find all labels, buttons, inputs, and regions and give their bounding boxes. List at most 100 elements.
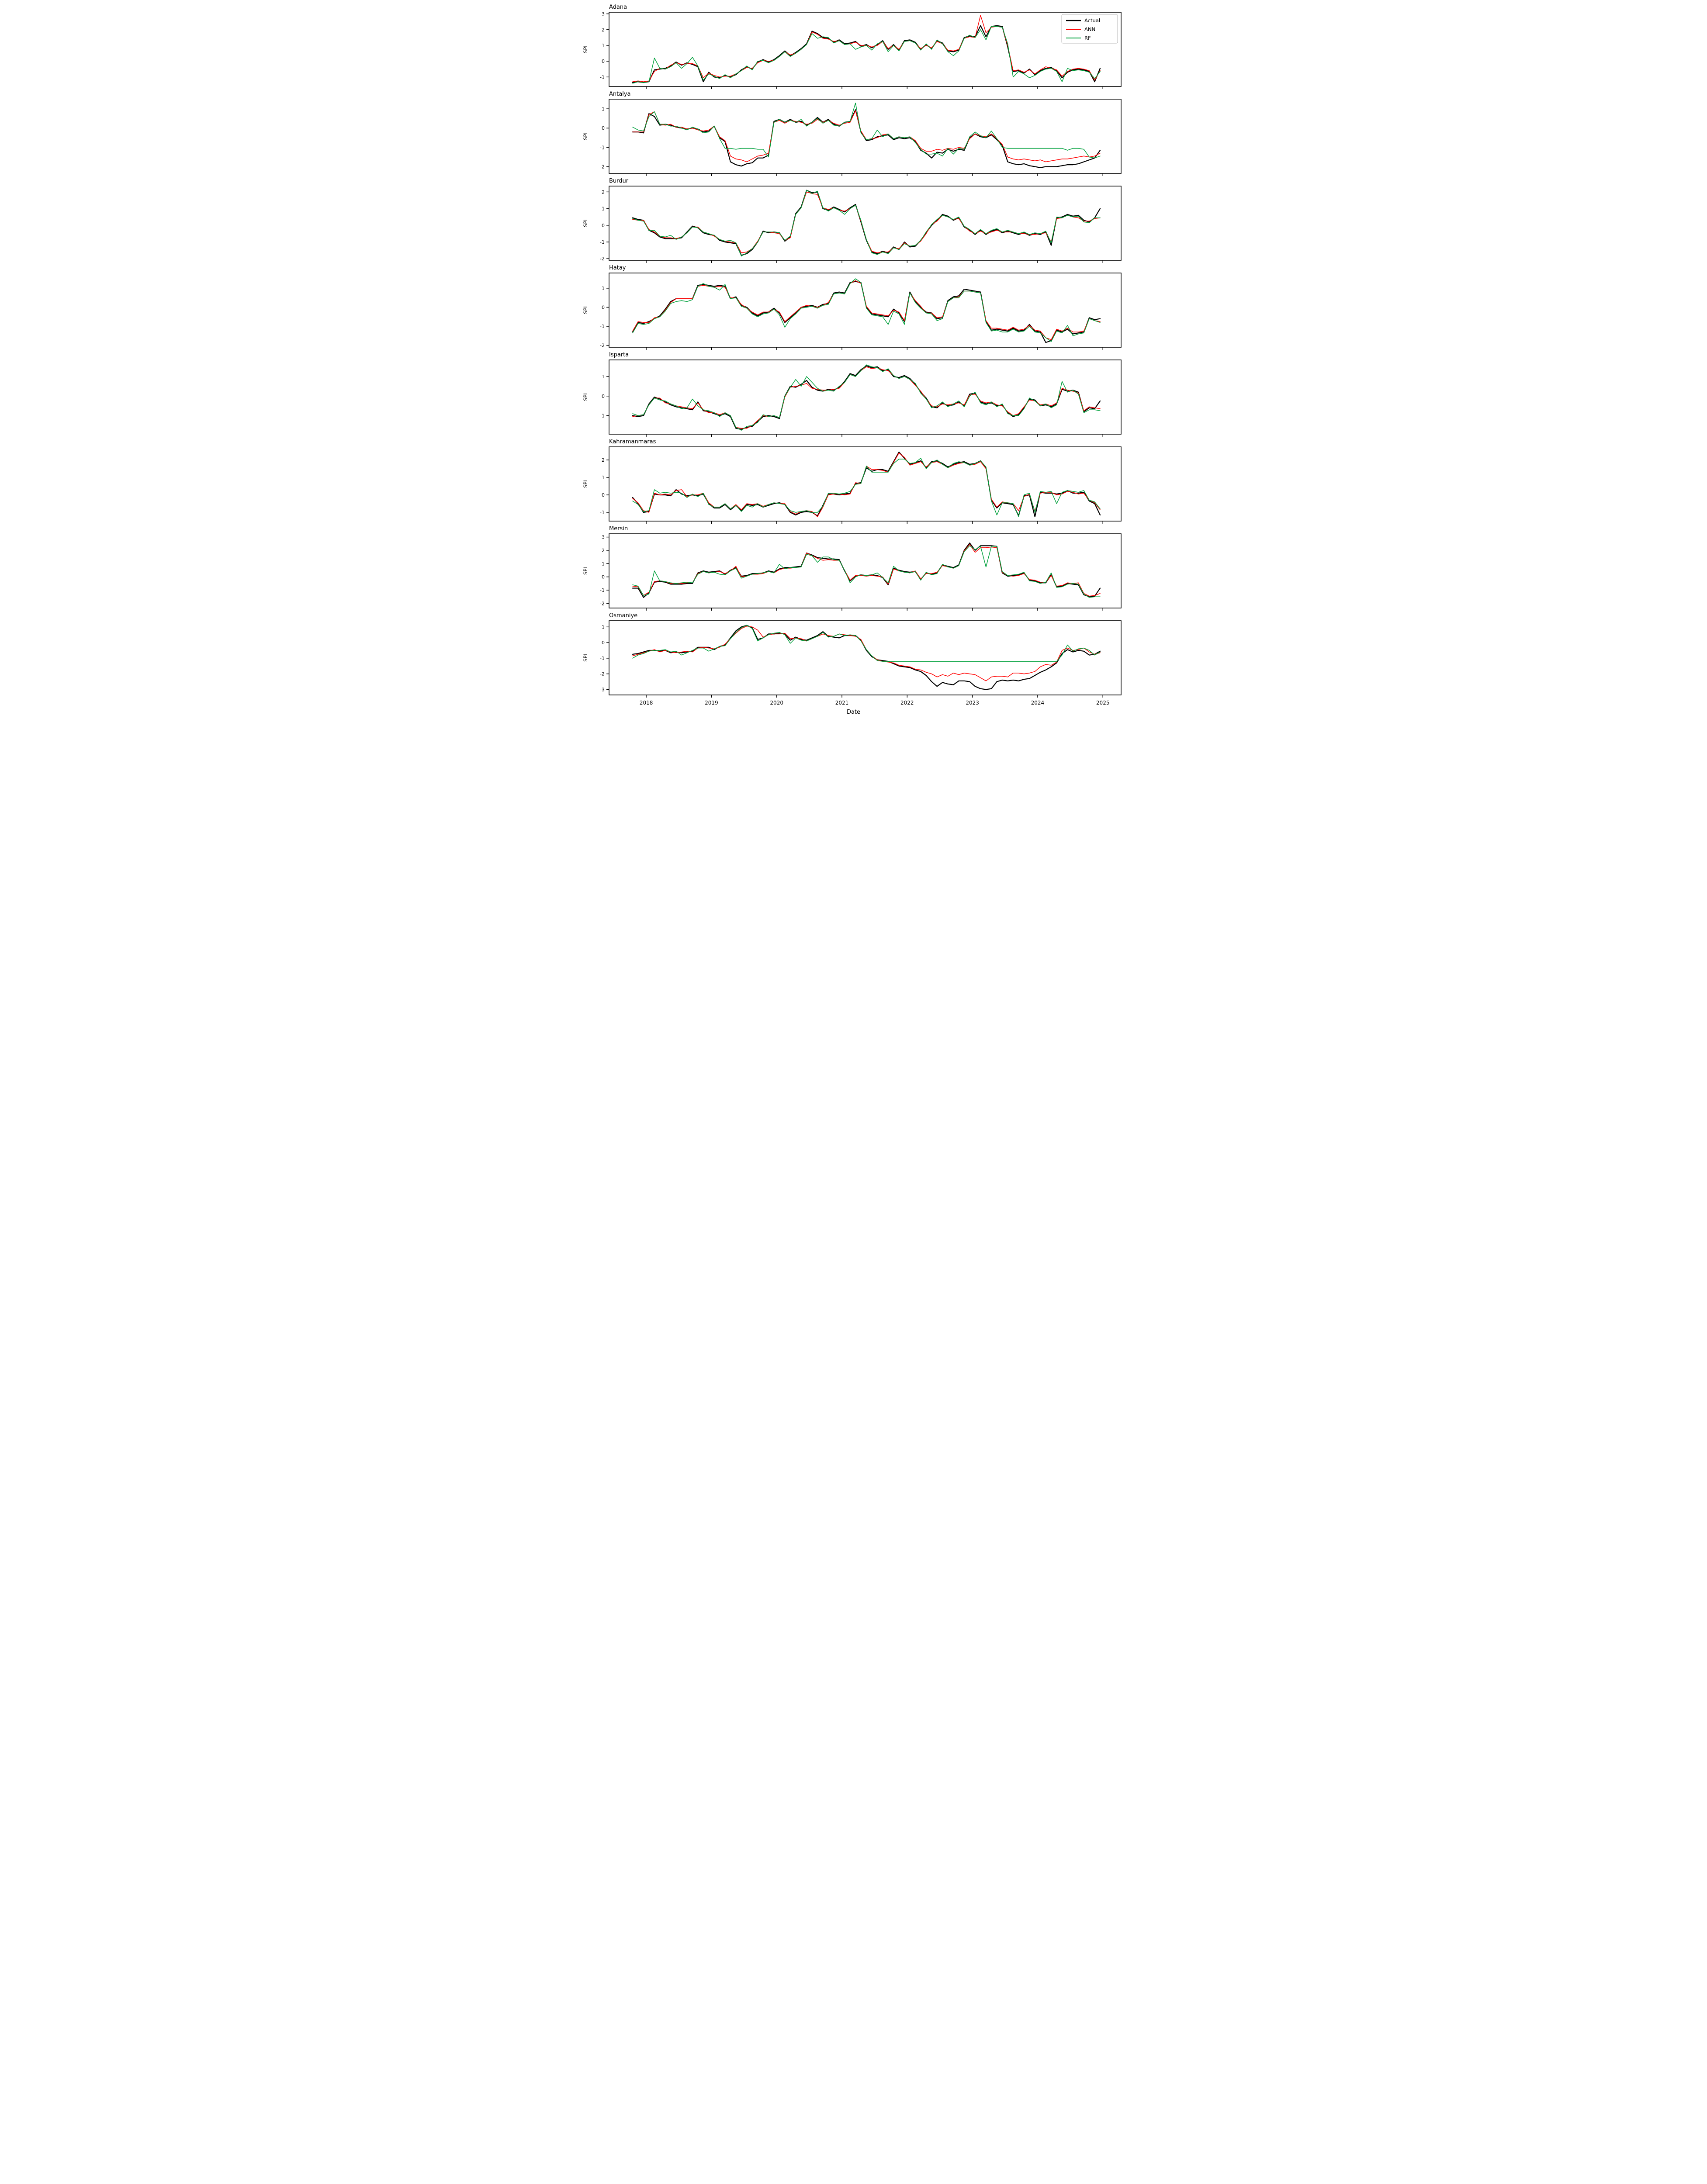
chart-hatay: Hatay 1 0 -1 -2 SPI <box>582 265 1122 350</box>
chart-mersin: Mersin 3 2 1 0 -1 -2 SPI <box>582 525 1122 611</box>
y-tick-label: 0 <box>602 59 605 64</box>
y-tick-label: 1 <box>602 206 605 212</box>
legend-label-ann: ANN <box>1084 26 1095 32</box>
panel-title: Antalya <box>609 91 630 97</box>
y-tick-label: 0 <box>602 640 605 646</box>
series-line-rf <box>632 190 1101 257</box>
plot-area <box>608 186 1122 261</box>
series-line-rf <box>632 278 1101 342</box>
legend-label-rf: RF <box>1084 35 1091 41</box>
x-tick-label: 2021 <box>835 700 848 706</box>
series-line-rf <box>632 26 1101 84</box>
y-tick-label: -2 <box>600 164 605 170</box>
y-tick-label: 1 <box>602 475 605 480</box>
y-tick-label: 0 <box>602 125 605 131</box>
series-line-rf <box>632 364 1101 431</box>
y-axis-label: SPI <box>582 654 589 662</box>
chart-burdur: Burdur 2 1 0 -1 -2 SPI <box>582 178 1122 263</box>
panel-osmaniye: Osmaniye 1 0 -1 -2 -3 SPI 2018 2019 2020 2021 2022 2… <box>580 611 1127 708</box>
x-tick-label: 2022 <box>900 700 914 706</box>
x-tick-label: 2024 <box>1031 700 1044 706</box>
y-tick-label: 1 <box>602 374 605 380</box>
panel-hatay: Hatay 1 0 -1 -2 SPI <box>580 263 1127 350</box>
plot-area <box>608 533 1122 608</box>
y-tick-label: 0 <box>602 492 605 498</box>
panel-mersin: Mersin 3 2 1 0 -1 -2 SPI <box>580 524 1127 611</box>
y-tick-label: -2 <box>600 343 605 349</box>
plot-area <box>608 99 1122 174</box>
legend-box <box>1061 14 1118 44</box>
y-tick-label: -1 <box>600 145 605 150</box>
y-tick-label: -2 <box>600 601 605 606</box>
series-line-rf <box>632 625 1101 662</box>
x-tick-label: 2019 <box>705 700 718 706</box>
y-axis-label: SPI <box>582 480 589 488</box>
y-tick-label: -1 <box>600 510 605 515</box>
y-axis-label: SPI <box>582 393 589 401</box>
y-tick-label: 1 <box>602 106 605 112</box>
y-tick-label: -1 <box>600 324 605 329</box>
x-tick-label: 2018 <box>639 700 653 706</box>
chart-adana: Adana 3 2 1 0 -1 SPI Actual ANN RF <box>582 4 1122 89</box>
y-axis-label: SPI <box>582 567 589 575</box>
panel-title: Mersin <box>609 525 628 532</box>
series-line-ann <box>632 366 1101 429</box>
panel-title: Burdur <box>609 178 629 184</box>
x-tick-label: 2025 <box>1096 700 1109 706</box>
chart-osmaniye: Osmaniye 1 0 -1 -2 -3 SPI 2018 2019 2020 2021 2022 2… <box>582 612 1122 706</box>
plot-area <box>608 446 1122 522</box>
y-axis-label: SPI <box>582 219 589 227</box>
panel-kahramanmaras: Kahramanmaras 2 1 0 -1 SPI <box>580 437 1127 524</box>
legend: Actual ANN RF <box>1061 14 1118 44</box>
figure: Adana 3 2 1 0 -1 SPI Actual ANN RF Antalya 1 0 -1 -2 SP… <box>580 0 1127 720</box>
chart-antalya: Antalya 1 0 -1 -2 SPI <box>582 91 1122 176</box>
y-tick-label: -1 <box>600 656 605 661</box>
y-tick-label: 2 <box>602 27 605 33</box>
y-tick-label: 0 <box>602 394 605 399</box>
y-tick-label: 2 <box>602 548 605 553</box>
plot-area <box>608 12 1122 87</box>
x-tick-label: 2023 <box>966 700 979 706</box>
x-axis-label: Date <box>846 709 861 715</box>
y-tick-label: 3 <box>602 11 605 17</box>
y-tick-label: 2 <box>602 457 605 463</box>
panel-adana: Adana 3 2 1 0 -1 SPI Actual ANN RF <box>580 3 1127 90</box>
series-line-rf <box>632 103 1101 159</box>
chart-isparta: Isparta 1 0 -1 SPI <box>582 352 1122 437</box>
y-tick-label: 1 <box>602 286 605 291</box>
series-line-rf <box>632 545 1101 598</box>
panel-title: Hatay <box>609 265 626 271</box>
plot-area <box>608 359 1122 435</box>
x-tick-label: 2020 <box>770 700 783 706</box>
y-tick-label: 1 <box>602 624 605 630</box>
y-tick-label: 0 <box>602 223 605 228</box>
y-tick-label: 0 <box>602 304 605 310</box>
y-tick-label: -2 <box>600 671 605 677</box>
y-tick-label: -2 <box>600 256 605 262</box>
legend-label-actual: Actual <box>1084 17 1100 24</box>
y-tick-label: -3 <box>600 687 605 692</box>
panel-antalya: Antalya 1 0 -1 -2 SPI <box>580 90 1127 176</box>
panel-title: Adana <box>609 4 627 10</box>
y-tick-label: -1 <box>600 413 605 419</box>
y-tick-label: 2 <box>602 189 605 195</box>
panel-burdur: Burdur 2 1 0 -1 -2 SPI <box>580 176 1127 263</box>
series-line-rf <box>632 458 1101 517</box>
y-tick-label: -1 <box>600 239 605 245</box>
y-axis-label: SPI <box>582 306 589 314</box>
panel-isparta: Isparta 1 0 -1 SPI <box>580 350 1127 437</box>
y-tick-label: 0 <box>602 574 605 580</box>
chart-kahramanmaras: Kahramanmaras 2 1 0 -1 SPI <box>582 439 1122 524</box>
y-tick-label: -1 <box>600 74 605 80</box>
y-tick-label: 1 <box>602 43 605 48</box>
y-axis-label: SPI <box>582 132 589 140</box>
panel-title: Isparta <box>609 352 629 358</box>
plot-area <box>608 273 1122 348</box>
y-tick-label: 1 <box>602 561 605 567</box>
y-tick-label: 3 <box>602 535 605 540</box>
panel-title: Osmaniye <box>609 612 637 619</box>
panel-title: Kahramanmaras <box>609 439 656 445</box>
y-axis-label: SPI <box>582 45 589 53</box>
series-line-actual <box>632 109 1101 168</box>
panels-container: Adana 3 2 1 0 -1 SPI Actual ANN RF Antalya 1 0 -1 -2 SP… <box>580 3 1127 708</box>
